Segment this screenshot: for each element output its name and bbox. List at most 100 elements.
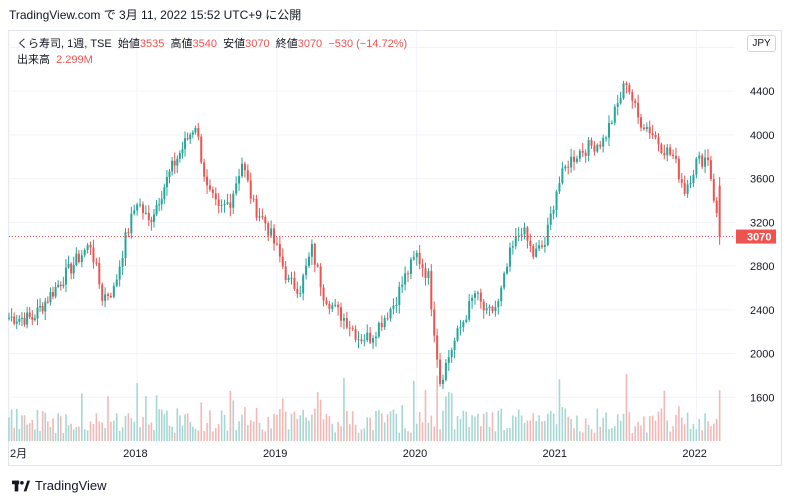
- candle-body: [462, 321, 465, 328]
- volume-bar: [404, 428, 406, 441]
- volume-bar: [34, 429, 36, 441]
- volume-bar: [509, 427, 511, 441]
- volume-bar: [500, 408, 503, 441]
- candle-body: [206, 176, 209, 186]
- volume-bar: [340, 426, 342, 441]
- volume-bar: [281, 398, 284, 441]
- candle-body: [625, 83, 628, 86]
- candle-body: [191, 132, 194, 135]
- volume-bar: [506, 428, 508, 441]
- volume-bar: [136, 383, 138, 441]
- volume-bar: [299, 415, 302, 441]
- volume-bar: [173, 432, 176, 441]
- volume-bar: [427, 422, 430, 441]
- volume-bar: [290, 413, 293, 441]
- volume-bar: [459, 418, 462, 441]
- volume-bar: [552, 413, 555, 441]
- candle-body: [345, 318, 348, 328]
- candle-body: [249, 180, 252, 199]
- candle-body: [223, 203, 226, 205]
- grid-lines: [8, 31, 735, 441]
- volume-bar: [686, 412, 689, 441]
- candle-body: [31, 317, 34, 320]
- volume-bar: [232, 400, 235, 441]
- candle-body: [252, 198, 255, 200]
- candle-body: [184, 138, 187, 150]
- candle-body: [660, 144, 663, 154]
- candle-body: [139, 204, 142, 206]
- volume-bar: [158, 409, 160, 441]
- candle-body: [203, 162, 206, 177]
- candle-body: [33, 318, 36, 320]
- volume-bar: [83, 429, 86, 441]
- volume-bar: [418, 411, 421, 441]
- volume-bar: [596, 408, 599, 441]
- candle-body: [89, 244, 92, 248]
- candle-body: [482, 301, 485, 311]
- candle-body: [18, 318, 21, 322]
- candle-body: [278, 243, 281, 257]
- volume-bar: [62, 432, 65, 441]
- candle-body: [540, 245, 543, 247]
- candle-body: [628, 85, 631, 93]
- candle-body: [692, 174, 695, 184]
- published-header: TradingView.com で 3月 11, 2022 15:52 UTC+…: [9, 8, 302, 22]
- volume-bar: [261, 429, 264, 441]
- volume-bar: [331, 423, 334, 441]
- candle-body: [264, 216, 267, 224]
- volume-bar: [689, 428, 692, 441]
- volume-bar: [98, 421, 101, 441]
- volume-bar: [573, 428, 575, 441]
- candle-body: [555, 191, 558, 211]
- symbol-label: くら寿司, 1週, TSE: [17, 38, 112, 50]
- candle-body: [52, 292, 55, 297]
- candle-body: [584, 152, 587, 156]
- volume-bar: [587, 425, 590, 441]
- volume-bar: [386, 414, 389, 441]
- volume-bar: [381, 413, 383, 441]
- candle-body: [709, 160, 712, 180]
- candle-body: [634, 100, 637, 103]
- volume-bar: [538, 415, 540, 441]
- volume-bar: [130, 418, 133, 441]
- candle-body: [374, 336, 377, 339]
- volume-bar: [186, 413, 189, 441]
- candle-body: [573, 156, 576, 162]
- volume-bar: [107, 396, 109, 441]
- last-price-tag: [736, 229, 776, 244]
- volume-bar: [555, 424, 558, 441]
- candle-body: [380, 322, 383, 328]
- candle-body: [220, 204, 223, 206]
- volume-bar: [605, 412, 607, 441]
- candle-body: [23, 317, 26, 325]
- volume-bar: [192, 426, 194, 441]
- volume-bar: [413, 380, 415, 441]
- volume-bar: [704, 413, 706, 441]
- x-tick-label: 2018: [123, 448, 147, 460]
- volume-bar: [462, 410, 465, 441]
- candle-body: [479, 292, 482, 302]
- volume-bar: [226, 430, 229, 441]
- candle-body: [674, 155, 677, 159]
- y-tick-label: 4400: [750, 86, 774, 98]
- candle-body: [421, 264, 424, 269]
- candle-body: [328, 303, 331, 309]
- volume-bar: [121, 427, 124, 441]
- currency-button[interactable]: JPY: [747, 35, 776, 52]
- volume-bar: [235, 430, 237, 441]
- candle-body: [176, 158, 179, 166]
- volume-bar: [680, 417, 683, 441]
- volume-bar: [701, 430, 703, 441]
- volume-bar: [375, 411, 377, 441]
- candle-body: [698, 155, 701, 159]
- volume-bar: [270, 428, 272, 441]
- volume-bar: [160, 409, 163, 441]
- candle-body: [412, 257, 415, 260]
- volume-bar: [8, 417, 10, 441]
- volume-bar: [166, 410, 168, 441]
- candle-body: [389, 308, 392, 319]
- candle-body: [366, 332, 369, 341]
- candle-body: [383, 318, 386, 328]
- candle-body: [514, 236, 517, 247]
